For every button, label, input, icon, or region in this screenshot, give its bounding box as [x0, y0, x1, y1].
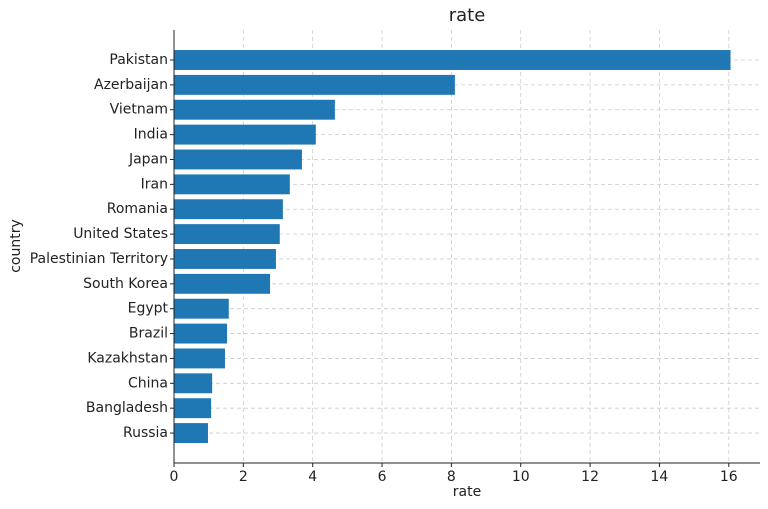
chart-title: rate: [449, 5, 486, 26]
y-tick-label: Russia: [123, 425, 168, 441]
x-tick-label: 14: [651, 469, 669, 485]
bar: [174, 224, 280, 245]
y-axis-label: country: [8, 219, 24, 273]
y-tick-label: Pakistan: [109, 52, 168, 68]
bar: [174, 298, 229, 319]
x-tick-label: 4: [308, 469, 317, 485]
x-tick-label: 0: [170, 469, 179, 485]
y-tick-label: Egypt: [128, 301, 169, 317]
x-axis-label: rate: [453, 484, 481, 500]
bar: [174, 124, 316, 145]
y-tick-label: India: [134, 127, 168, 143]
x-tick-label: 12: [581, 469, 599, 485]
bar: [174, 249, 276, 269]
y-tick-label: Bangladesh: [86, 400, 168, 416]
y-tick-label: Kazakhstan: [87, 350, 168, 366]
bar: [174, 323, 228, 344]
y-tick-label: Azerbaijan: [94, 77, 168, 93]
y-tick-label: Brazil: [129, 326, 168, 342]
bar: [174, 199, 283, 220]
y-tick-label: South Korea: [83, 276, 168, 292]
bar: [174, 398, 212, 419]
bar: [174, 74, 455, 95]
x-tick-label: 6: [378, 469, 387, 485]
y-tick-label: United States: [73, 226, 168, 242]
bar: [174, 50, 731, 70]
x-tick-label: 8: [447, 469, 456, 485]
bar: [174, 149, 302, 170]
x-tick-label: 16: [720, 469, 738, 485]
y-tick-label: Romania: [107, 201, 168, 217]
x-tick-label: 2: [239, 469, 248, 485]
y-tick-label: Iran: [141, 176, 168, 192]
y-tick-label: Palestinian Territory: [30, 251, 168, 267]
bar: [174, 273, 271, 294]
y-tick-label: China: [128, 375, 168, 391]
bar: [174, 348, 225, 369]
bar: [174, 174, 290, 195]
y-tick-label: Vietnam: [110, 102, 168, 118]
bar: [174, 423, 208, 443]
bar: [174, 373, 213, 394]
bar: [174, 99, 335, 120]
y-tick-label: Japan: [128, 151, 168, 167]
x-tick-label: 10: [512, 469, 530, 485]
